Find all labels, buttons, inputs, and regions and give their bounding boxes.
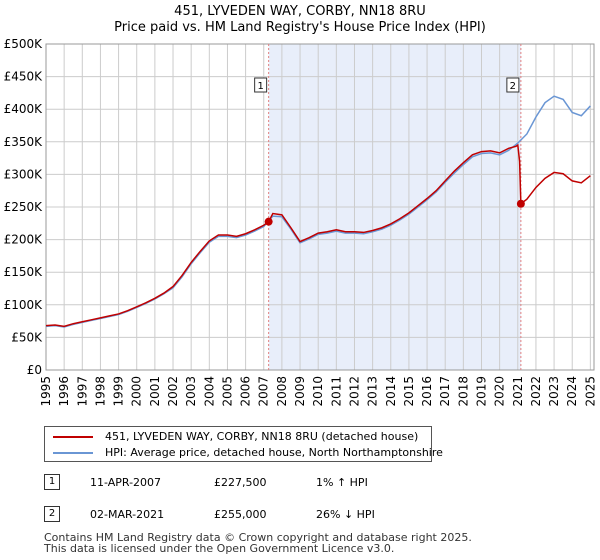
sale-hpi-diff: 26% ↓ HPI <box>316 508 375 521</box>
x-tick-label: 2019 <box>474 376 488 407</box>
legend-item-property: 451, LYVEDEN WAY, CORBY, NN18 8RU (detac… <box>53 429 418 445</box>
x-tick-label: 2012 <box>347 376 361 407</box>
x-tick-label: 2000 <box>130 376 144 407</box>
x-tick-label: 2010 <box>311 376 325 407</box>
sale-row: 2 02-MAR-2021 £255,000 26% ↓ HPI <box>44 506 544 524</box>
y-tick-label: £0 <box>27 363 42 377</box>
x-tick-label: 1996 <box>57 376 71 407</box>
sale-row: 1 11-APR-2007 £227,500 1% ↑ HPI <box>44 474 544 492</box>
legend-label-property: 451, LYVEDEN WAY, CORBY, NN18 8RU (detac… <box>105 430 419 443</box>
x-tick-label: 2003 <box>184 376 198 407</box>
footer-line-licence: This data is licensed under the Open Gov… <box>44 542 395 555</box>
x-tick-label: 2009 <box>293 376 307 407</box>
sale-marker-badge <box>506 77 520 93</box>
x-tick-label: 2014 <box>384 376 398 407</box>
x-tick-label: 2015 <box>402 376 416 407</box>
sale-hpi-diff: 1% ↑ HPI <box>316 476 368 489</box>
x-tick-label: 2008 <box>275 376 289 407</box>
x-tick-label: 1998 <box>93 376 107 407</box>
x-tick-label: 2007 <box>257 376 271 407</box>
sale-marker-label: 2 <box>510 81 516 92</box>
chart-legend: 451, LYVEDEN WAY, CORBY, NN18 8RU (detac… <box>44 426 443 462</box>
y-tick-label: £50K <box>11 330 43 344</box>
sale-date: 02-MAR-2021 <box>90 508 165 521</box>
footer-line-copyright: Contains HM Land Registry data © Crown c… <box>44 531 472 544</box>
footer-attribution: Contains HM Land Registry data © Crown c… <box>44 532 472 554</box>
x-tick-label: 2016 <box>420 376 434 407</box>
x-tick-label: 2021 <box>511 376 525 407</box>
x-tick-label: 2025 <box>583 376 597 407</box>
x-tick-label: 2002 <box>166 376 180 407</box>
y-tick-label: £150K <box>4 265 44 279</box>
sale-point <box>516 199 525 208</box>
legend-item-hpi: HPI: Average price, detached house, Nort… <box>53 445 443 461</box>
sale-number-badge: 1 <box>44 474 60 490</box>
sale-price: £227,500 <box>214 476 267 489</box>
x-tick-label: 1997 <box>75 376 89 407</box>
price-chart: £0 £50K £100K £150K £200K £250K £300K £350K £400… <box>4 37 598 407</box>
sale-number-badge: 2 <box>44 506 60 522</box>
x-tick-label: 2006 <box>239 376 253 407</box>
y-tick-label: £400K <box>4 102 44 116</box>
x-tick-label: 2024 <box>565 376 579 407</box>
x-tick-label: 2022 <box>529 376 543 407</box>
property-series-line <box>45 143 591 328</box>
x-tick-label: 2001 <box>148 376 162 407</box>
legend-label-hpi: HPI: Average price, detached house, Nort… <box>105 446 443 459</box>
chart-title: 451, LYVEDEN WAY, CORBY, NN18 8RU <box>174 4 426 19</box>
y-tick-label: £500K <box>4 37 44 51</box>
y-tick-label: £300K <box>4 167 44 181</box>
sale-marker-label: 1 <box>257 81 263 92</box>
y-tick-label: £200K <box>4 233 44 247</box>
x-tick-label: 2020 <box>493 376 507 407</box>
sale-price: £255,000 <box>214 508 267 521</box>
x-tick-label: 2004 <box>202 376 216 407</box>
x-tick-label: 2011 <box>329 376 343 407</box>
sale-point <box>264 217 273 226</box>
x-tick-label: 1995 <box>39 376 53 407</box>
x-tick-label: 2018 <box>456 376 470 407</box>
y-tick-label: £350K <box>4 135 44 149</box>
y-tick-label: £450K <box>4 70 44 84</box>
legend-swatch-property <box>53 436 93 438</box>
sale-date: 11-APR-2007 <box>90 476 162 489</box>
x-tick-label: 1999 <box>112 376 126 407</box>
legend-swatch-hpi <box>53 452 93 454</box>
x-tick-label: 2017 <box>438 376 452 407</box>
x-tick-label: 2005 <box>220 376 234 407</box>
x-tick-label: 2023 <box>547 376 561 407</box>
x-tick-label: 2013 <box>366 376 380 407</box>
sale-marker-badge <box>254 77 268 93</box>
y-tick-label: £100K <box>4 298 44 312</box>
plot-border <box>45 43 595 371</box>
y-tick-label: £250K <box>4 200 44 214</box>
chart-subtitle: Price paid vs. HM Land Registry's House … <box>114 20 486 35</box>
